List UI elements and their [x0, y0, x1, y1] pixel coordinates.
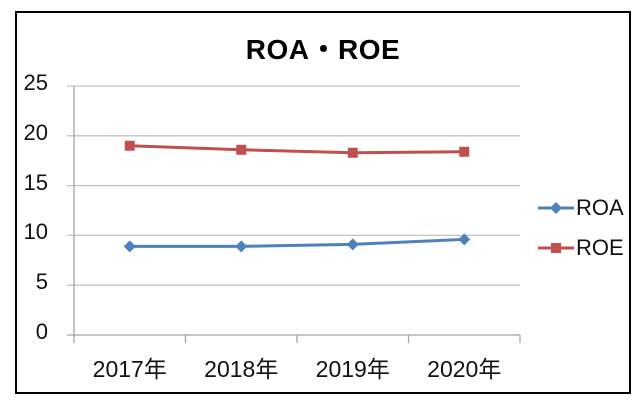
- legend-label-roe: ROE: [576, 235, 624, 260]
- roa-marker: [235, 240, 248, 253]
- roe-marker: [124, 140, 135, 151]
- roa-marker: [123, 240, 136, 253]
- chart-frame: [15, 11, 631, 394]
- x-tick-label: 2018年: [204, 356, 279, 382]
- x-tick-label: 2019年: [315, 356, 390, 382]
- roe-marker: [236, 144, 247, 155]
- roe-marker: [347, 147, 358, 158]
- roa-marker: [458, 233, 471, 246]
- y-tick-label: 5: [35, 269, 48, 295]
- y-tick-label: 10: [23, 219, 48, 245]
- legend-item-roa: ROA: [538, 195, 624, 220]
- y-tick-label: 0: [35, 319, 48, 344]
- roe-marker: [459, 146, 470, 157]
- x-tick-label: 2017年: [92, 356, 167, 382]
- roe-line: [129, 144, 465, 155]
- legend-item-roe: ROE: [538, 235, 624, 260]
- chart-title: ROA・ROE: [245, 34, 401, 65]
- y-tick-label: 20: [23, 119, 48, 145]
- y-tick-label: 25: [23, 70, 48, 95]
- roa-line-marker-icon: [538, 202, 574, 214]
- x-tick-label: 2020年: [427, 356, 502, 382]
- roe-line-marker-icon: [538, 243, 574, 253]
- roa-marker: [346, 238, 359, 251]
- legend: ROA ROE: [538, 195, 624, 260]
- roa-line: [129, 237, 465, 248]
- y-tick-label: 15: [23, 169, 48, 195]
- legend-label-roa: ROA: [576, 195, 624, 220]
